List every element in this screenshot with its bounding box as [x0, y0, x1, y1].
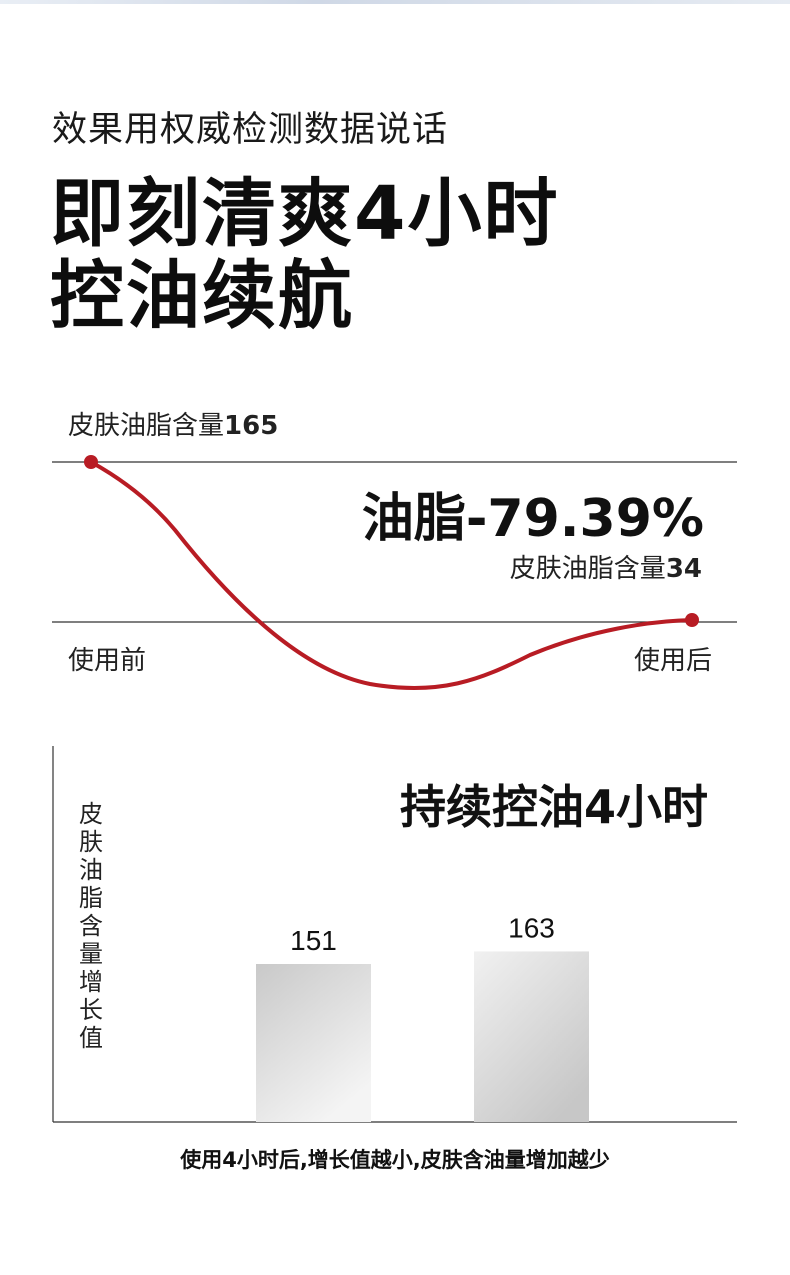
x-label-before: 使用前: [68, 646, 147, 676]
start-point-label-text: 皮肤油脂含量: [68, 411, 225, 441]
page-headline-line1: 即刻清爽4小时: [50, 171, 560, 257]
end-data-point: [685, 613, 699, 627]
oil-increase-bar-chart: 151 163: [52, 746, 737, 1123]
end-point-label-text: 皮肤油脂含量: [509, 554, 666, 584]
end-point-value: 34: [665, 554, 702, 584]
oil-curve-series: [89, 460, 694, 691]
start-point-label: 皮肤油脂含量165: [68, 405, 278, 442]
bar-1: [256, 964, 371, 1122]
bar-2: [474, 951, 589, 1122]
bottom-caption: 使用4小时后,增长值越小,皮肤含油量增加越少: [180, 1148, 610, 1172]
top-strip: [0, 0, 790, 4]
oil-reduction-annotation: 油脂-79.39%: [361, 489, 704, 549]
bars-group: 151 163: [256, 912, 589, 1122]
bar-1-value-label: 151: [290, 925, 337, 956]
x-label-after: 使用后: [633, 646, 712, 676]
oil-content-line-chart: [52, 455, 737, 691]
page-subheading: 效果用权威检测数据说话: [52, 110, 449, 150]
bar-chart-title: 持续控油4小时: [399, 780, 708, 834]
bar-y-axis-label: 皮肤油脂含量增长值: [79, 800, 103, 1052]
start-data-point: [84, 455, 98, 469]
page-headline-line2: 控油续航: [50, 253, 354, 339]
start-point-value: 165: [224, 411, 279, 441]
bar-2-value-label: 163: [508, 912, 555, 943]
end-point-label: 皮肤油脂含量34: [510, 548, 702, 585]
